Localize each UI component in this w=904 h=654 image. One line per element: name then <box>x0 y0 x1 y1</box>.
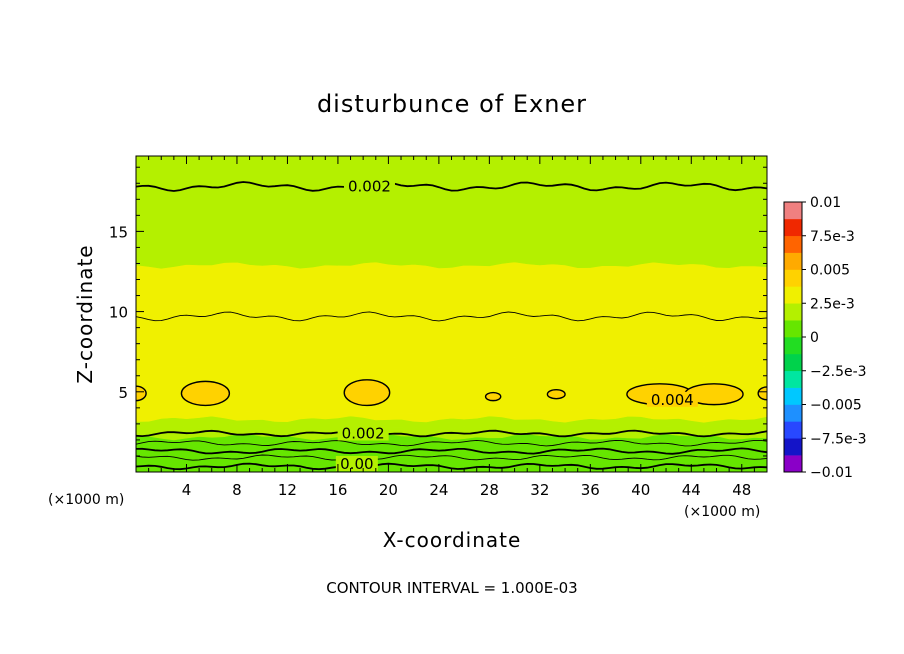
contour-label: 0.002 <box>348 177 391 195</box>
colorbar-tick-label: −0.005 <box>810 398 862 414</box>
x-tick-label: 4 <box>182 481 192 499</box>
x-tick-label: 8 <box>232 481 242 499</box>
contour-line <box>136 311 767 322</box>
x-tick-label: 48 <box>732 481 751 499</box>
colorbar-tick-label: 0 <box>810 330 819 346</box>
colorbar-tick-label: −2.5e-3 <box>810 364 867 380</box>
colorbar-segment <box>784 269 802 287</box>
contour-line <box>136 454 767 461</box>
contour-label-background <box>337 425 389 441</box>
y-tick-label: 5 <box>118 384 128 402</box>
colorbar-segment <box>784 252 802 270</box>
x-tick-label: 36 <box>581 481 600 499</box>
colorbar-segment <box>784 337 802 355</box>
colorbar-segment <box>784 370 802 388</box>
high-value-patch <box>180 380 231 407</box>
colorbar-tick-label: 7.5e-3 <box>810 229 855 245</box>
field-band <box>135 261 768 319</box>
contour-line <box>136 181 767 192</box>
colorbar-segment <box>784 286 802 304</box>
high-value-patch <box>546 389 566 400</box>
contour-fill <box>135 155 768 473</box>
high-value-patch <box>136 385 147 402</box>
y-tick-label: 10 <box>109 304 128 322</box>
contour-labels: 0.002 0.004 0.002 0.00 <box>335 177 698 473</box>
x-tick-label: 28 <box>480 481 499 499</box>
x-tick-label: 32 <box>530 481 549 499</box>
contour-line <box>136 447 767 455</box>
colorbar-segment <box>784 438 802 456</box>
colorbar <box>783 201 806 473</box>
colorbar-tick-label: −0.01 <box>810 465 853 481</box>
x-tick-label: 16 <box>328 481 347 499</box>
colorbar-segment <box>784 353 802 372</box>
y-axis-title: Z-coordinate <box>73 244 97 383</box>
x-tick-labels: 4 8 12 16 20 24 28 32 36 40 44 48 <box>182 481 752 499</box>
contour-label: 0.004 <box>651 391 694 409</box>
x-tick-label: 24 <box>429 481 448 499</box>
contour-lines <box>136 181 767 471</box>
colorbar-tick-label: 0.005 <box>810 263 850 279</box>
chart-title: disturbunce of Exner <box>317 90 587 118</box>
colorbar-tick-labels: 0.01 7.5e-3 0.005 2.5e-3 0 −2.5e-3 −0.005 −7.5e… <box>810 195 867 481</box>
x-tick-label: 12 <box>278 481 297 499</box>
x-tick-label: 44 <box>682 481 701 499</box>
colorbar-segment <box>784 202 802 220</box>
contour-label: 0.002 <box>342 425 385 443</box>
field-band <box>135 183 768 269</box>
high-value-patch <box>757 386 767 401</box>
y-tick-label: 15 <box>109 223 128 241</box>
plot-area: 0.002 0.004 0.002 0.00 <box>135 155 768 473</box>
x-tick-label: 40 <box>631 481 650 499</box>
colorbar-segment <box>784 455 802 473</box>
contour-label: 0.00 <box>340 455 373 473</box>
y-tick-labels: 5 10 15 <box>109 223 128 401</box>
contour-interval-note: CONTOUR INTERVAL = 1.000E-03 <box>326 579 577 597</box>
colorbar-segment <box>784 404 802 422</box>
colorbar-segment <box>784 320 802 338</box>
colorbar-segment <box>784 421 802 439</box>
contour-label-background <box>343 178 395 194</box>
contour-line <box>136 439 767 447</box>
high-value-patch <box>343 379 391 407</box>
x-axis-title: X-coordinate <box>383 528 522 552</box>
high-value-patch <box>484 391 502 402</box>
colorbar-segment <box>784 218 802 237</box>
colorbar-segment <box>784 235 802 253</box>
contour-label-background <box>646 391 698 407</box>
colorbar-segment <box>784 303 802 321</box>
x-unit-label: (×1000 m) <box>684 504 760 520</box>
y-unit-label: (×1000 m) <box>48 492 124 508</box>
axis-ticks <box>136 156 767 472</box>
contour-line <box>136 429 767 438</box>
colorbar-tick-label: 2.5e-3 <box>810 296 855 312</box>
x-tick-label: 20 <box>379 481 398 499</box>
colorbar-tick-label: −7.5e-3 <box>810 431 867 447</box>
colorbar-tick-label: 0.01 <box>810 195 841 211</box>
colorbar-segment <box>784 387 802 405</box>
contour-label-background <box>335 455 378 471</box>
